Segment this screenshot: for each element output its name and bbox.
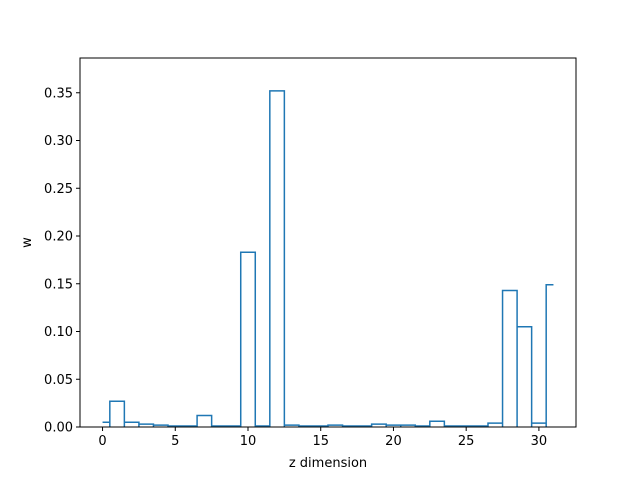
x-tick-label: 15 bbox=[312, 434, 329, 449]
x-tick-label: 10 bbox=[240, 434, 257, 449]
x-axis-label: z dimension bbox=[289, 456, 367, 471]
y-tick-label: 0.30 bbox=[44, 134, 73, 149]
plot-area bbox=[102, 90, 554, 427]
y-tick-label: 0.05 bbox=[44, 373, 73, 388]
y-tick-label: 0.25 bbox=[44, 182, 73, 197]
axes-frame bbox=[79, 57, 577, 428]
x-tick-label: 30 bbox=[531, 434, 548, 449]
y-tick-label: 0.15 bbox=[44, 277, 73, 292]
x-tick-label: 25 bbox=[458, 434, 475, 449]
series-step-line bbox=[102, 90, 554, 427]
x-axis-ticks: 0 5 10 15 20 25 30 bbox=[98, 427, 547, 449]
x-tick-label: 20 bbox=[385, 434, 402, 449]
y-axis-ticks: 0.00 0.05 0.10 0.15 0.20 0.25 0.30 0.35 bbox=[44, 86, 80, 436]
x-tick-label: 0 bbox=[98, 434, 106, 449]
y-axis-label: w bbox=[20, 237, 35, 248]
y-tick-label: 0.35 bbox=[44, 86, 73, 101]
y-tick-label: 0.20 bbox=[44, 230, 73, 245]
x-tick-label: 5 bbox=[171, 434, 179, 449]
y-tick-label: 0.00 bbox=[44, 421, 73, 436]
y-tick-label: 0.10 bbox=[44, 325, 73, 340]
